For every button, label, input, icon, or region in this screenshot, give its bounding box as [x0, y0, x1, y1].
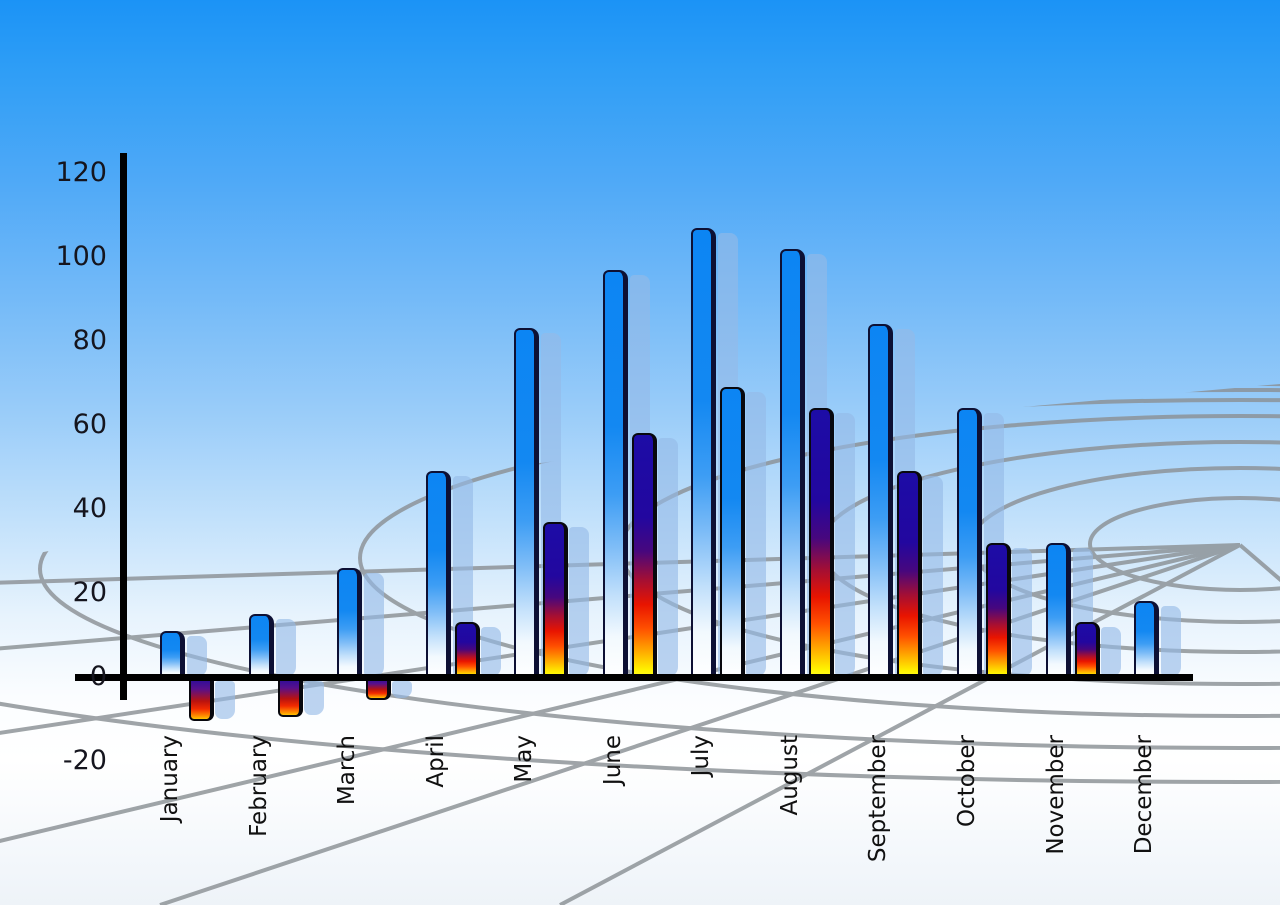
bar-april-series2	[454, 622, 480, 677]
echo-february-series1	[275, 619, 296, 677]
bar-november-series2	[1074, 622, 1100, 677]
bar-july-series2	[720, 387, 746, 677]
bar-august-series2	[808, 408, 834, 677]
month-label-april: April	[422, 735, 449, 788]
bar-february-series2	[277, 679, 303, 717]
grid-radial-line	[1238, 543, 1280, 702]
y-tick-label-100: 100	[55, 241, 107, 272]
bar-november-series1	[1045, 542, 1071, 677]
y-tick-label-40: 40	[72, 493, 107, 524]
month-label-march: March	[334, 735, 361, 806]
bar-march-series1	[337, 567, 363, 677]
echo-october-series2	[1011, 547, 1032, 677]
bar-august-series1	[779, 248, 805, 677]
zero-axis-line	[75, 674, 1193, 681]
y-tick-label-20: 20	[72, 577, 107, 608]
grid-ellipse	[0, 384, 1280, 784]
echo-may-series2	[569, 526, 590, 677]
echo-july-series2	[746, 392, 767, 677]
bar-march-series2	[366, 679, 392, 700]
bar-april-series1	[425, 471, 451, 677]
bar-september-series1	[868, 324, 894, 677]
bar-october-series1	[956, 408, 982, 677]
y-tick-label-120: 120	[55, 157, 107, 188]
month-label-january: January	[157, 735, 183, 823]
bar-january-series1	[160, 630, 185, 677]
echo-march-series2	[392, 681, 413, 698]
grid-radial-line	[559, 543, 1241, 905]
bar-september-series2	[897, 471, 923, 677]
echo-august-series2	[834, 413, 855, 677]
bar-june-series1	[602, 269, 628, 677]
month-label-september: September	[865, 735, 892, 863]
echo-november-series2	[1100, 627, 1121, 677]
grid-ellipse	[38, 388, 1280, 750]
y-tick-label-80: 80	[72, 325, 107, 356]
month-label-november: November	[1042, 735, 1069, 855]
bar-december-series1	[1134, 601, 1160, 677]
echo-september-series2	[923, 476, 944, 677]
y-tick-label-60: 60	[72, 409, 107, 440]
month-label-august: August	[776, 735, 803, 816]
bar-may-series2	[543, 521, 569, 677]
bar-may-series1	[514, 328, 540, 677]
bar-june-series2	[631, 433, 657, 677]
echo-december-series1	[1161, 606, 1182, 677]
grid-ellipse	[358, 398, 1280, 718]
month-label-may: May	[511, 735, 538, 783]
month-label-february: February	[245, 735, 272, 837]
echo-january-series1	[187, 635, 207, 677]
bar-february-series1	[248, 614, 274, 677]
bar-january-series2	[189, 679, 214, 721]
y-axis-line	[120, 153, 127, 700]
echo-january-series2	[215, 681, 235, 719]
month-label-october: October	[953, 735, 980, 828]
bar-october-series2	[985, 542, 1011, 677]
y-tick-label-0: 0	[89, 661, 107, 692]
echo-march-series1	[364, 572, 385, 677]
month-label-june: June	[599, 735, 626, 786]
month-label-december: December	[1131, 735, 1158, 855]
echo-april-series2	[480, 627, 501, 677]
month-label-july: July	[688, 735, 715, 777]
echo-june-series2	[657, 438, 678, 677]
y-tick-label-neg20: -20	[62, 745, 107, 776]
grid-ellipse	[1088, 496, 1280, 592]
bar-july-series1	[691, 227, 717, 677]
echo-february-series2	[303, 681, 324, 715]
